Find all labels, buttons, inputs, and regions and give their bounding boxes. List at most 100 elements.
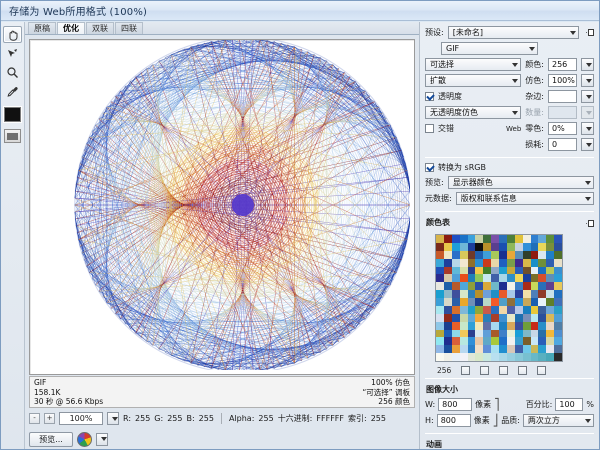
- image-canvas[interactable]: [29, 39, 415, 375]
- color-swatch[interactable]: [530, 298, 539, 306]
- color-swatch[interactable]: [514, 345, 523, 354]
- color-swatch[interactable]: [506, 329, 515, 338]
- color-swatch[interactable]: [506, 242, 515, 251]
- color-swatch[interactable]: [499, 258, 507, 267]
- color-swatch[interactable]: [459, 353, 468, 361]
- transparency-dither-select[interactable]: 无透明度仿色: [425, 106, 522, 119]
- color-swatch[interactable]: [499, 353, 507, 361]
- color-swatch[interactable]: [436, 250, 444, 259]
- dither-dropdown-button[interactable]: [581, 74, 594, 87]
- color-swatch[interactable]: [475, 242, 484, 251]
- color-swatch[interactable]: [467, 250, 476, 259]
- color-swatch[interactable]: [538, 353, 547, 361]
- color-swatch[interactable]: [514, 353, 523, 361]
- color-swatch[interactable]: [499, 235, 507, 243]
- zoom-tool[interactable]: [3, 64, 22, 81]
- color-swatch[interactable]: [530, 242, 539, 251]
- color-swatch[interactable]: [451, 337, 460, 346]
- color-swatch[interactable]: [499, 345, 507, 354]
- color-swatch[interactable]: [491, 337, 499, 346]
- color-swatch[interactable]: [436, 353, 444, 361]
- color-swatch[interactable]: [522, 329, 531, 338]
- quality-select[interactable]: 两次立方: [522, 414, 594, 427]
- color-swatch[interactable]: [467, 274, 476, 283]
- color-swatch[interactable]: [443, 235, 452, 243]
- color-swatch[interactable]: [554, 345, 562, 354]
- color-swatch[interactable]: [475, 274, 484, 283]
- colors-dropdown-button[interactable]: [581, 58, 594, 71]
- color-swatch[interactable]: [506, 298, 515, 306]
- color-swatch[interactable]: [554, 258, 562, 267]
- color-swatch[interactable]: [443, 321, 452, 330]
- zoom-dropdown-button[interactable]: [107, 412, 119, 425]
- color-swatch[interactable]: [483, 353, 492, 361]
- color-swatch[interactable]: [522, 321, 531, 330]
- color-reduction-select[interactable]: 可选择: [425, 58, 522, 71]
- color-swatch[interactable]: [554, 305, 562, 314]
- color-swatch[interactable]: [530, 321, 539, 330]
- color-swatch[interactable]: [443, 242, 452, 251]
- color-swatch[interactable]: [491, 258, 499, 267]
- color-swatch[interactable]: [483, 266, 492, 275]
- color-swatch[interactable]: [506, 282, 515, 291]
- color-swatch[interactable]: [530, 282, 539, 291]
- color-swatch[interactable]: [546, 242, 555, 251]
- color-swatch[interactable]: [443, 250, 452, 259]
- color-swatch[interactable]: [443, 353, 452, 361]
- color-swatch[interactable]: [506, 235, 515, 243]
- color-swatch[interactable]: [483, 313, 492, 322]
- color-swatch[interactable]: [499, 266, 507, 275]
- browser-dropdown-button[interactable]: [96, 432, 108, 446]
- color-swatch[interactable]: [451, 329, 460, 338]
- color-swatch[interactable]: [554, 250, 562, 259]
- transparency-checkbox[interactable]: [425, 92, 434, 101]
- tab-original[interactable]: 原稿: [28, 22, 56, 34]
- color-swatch[interactable]: [483, 337, 492, 346]
- color-swatch[interactable]: [475, 258, 484, 267]
- color-swatch[interactable]: [436, 266, 444, 275]
- color-swatch[interactable]: [522, 337, 531, 346]
- color-swatch[interactable]: [436, 242, 444, 251]
- color-swatch[interactable]: [538, 329, 547, 338]
- color-swatch[interactable]: [506, 321, 515, 330]
- color-swatch[interactable]: [522, 258, 531, 267]
- color-swatch[interactable]: [538, 274, 547, 283]
- color-swatch[interactable]: [451, 345, 460, 354]
- color-swatch[interactable]: [483, 290, 492, 298]
- color-swatch[interactable]: [443, 266, 452, 275]
- toggle-slices-button[interactable]: [4, 129, 21, 143]
- color-swatch[interactable]: [499, 298, 507, 306]
- color-swatch[interactable]: [546, 250, 555, 259]
- color-swatch[interactable]: [530, 305, 539, 314]
- color-swatch[interactable]: [451, 258, 460, 267]
- color-swatch[interactable]: [538, 250, 547, 259]
- web-snap-input[interactable]: 0%: [548, 122, 577, 135]
- color-swatch[interactable]: [467, 305, 476, 314]
- zoom-in-button[interactable]: +: [44, 413, 55, 424]
- color-swatch[interactable]: [522, 290, 531, 298]
- color-swatch[interactable]: [522, 305, 531, 314]
- color-swatch[interactable]: [475, 313, 484, 322]
- color-swatch[interactable]: [483, 321, 492, 330]
- color-swatch[interactable]: [522, 313, 531, 322]
- color-swatch[interactable]: [483, 345, 492, 354]
- color-swatch[interactable]: [514, 321, 523, 330]
- color-swatch[interactable]: [491, 313, 499, 322]
- color-swatch[interactable]: [546, 337, 555, 346]
- color-swatch[interactable]: [554, 298, 562, 306]
- percent-input[interactable]: 100: [555, 398, 584, 411]
- color-swatch[interactable]: [475, 321, 484, 330]
- color-swatch[interactable]: [530, 313, 539, 322]
- color-swatch[interactable]: [554, 321, 562, 330]
- color-swatch[interactable]: [436, 329, 444, 338]
- color-swatch[interactable]: [499, 274, 507, 283]
- color-swatch[interactable]: [506, 290, 515, 298]
- color-swatch[interactable]: [459, 313, 468, 322]
- color-swatch[interactable]: [499, 337, 507, 346]
- color-swatch[interactable]: [467, 329, 476, 338]
- color-swatch[interactable]: [491, 242, 499, 251]
- lossy-dropdown-button[interactable]: [581, 138, 594, 151]
- color-swatch[interactable]: [459, 337, 468, 346]
- color-swatch[interactable]: [499, 290, 507, 298]
- color-swatch[interactable]: [538, 313, 547, 322]
